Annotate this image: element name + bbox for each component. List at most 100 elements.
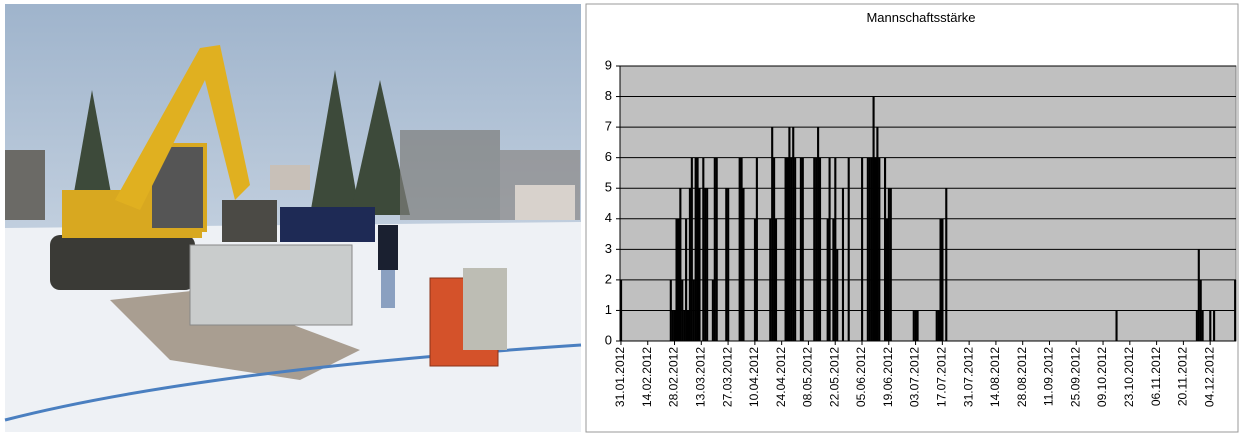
x-tick-label: 04.12.2012 [1202, 347, 1216, 407]
bar [1115, 310, 1117, 341]
bar [685, 219, 687, 341]
x-tick-label: 10.04.2012 [747, 347, 761, 407]
bar [874, 158, 876, 341]
bar [695, 158, 697, 341]
bar [702, 158, 704, 341]
x-tick-label: 25.09.2012 [1068, 347, 1082, 407]
x-tick-label: 20.11.2012 [1176, 347, 1190, 406]
bar [773, 158, 775, 341]
bar [876, 127, 878, 341]
x-tick-label: 14.02.2012 [640, 347, 654, 407]
bar [683, 310, 685, 341]
bar [693, 280, 695, 341]
bar [936, 310, 938, 341]
bar [727, 188, 729, 341]
y-tick-label: 6 [605, 149, 612, 164]
bar [714, 158, 716, 341]
x-tick-label: 17.07.2012 [935, 347, 949, 407]
page: Mannschaftsstärke 012345678931.01.201214… [0, 0, 1242, 434]
x-tick-label: 05.06.2012 [854, 347, 868, 407]
bar [842, 188, 844, 341]
bar [867, 158, 869, 341]
bar [917, 310, 919, 341]
bar [677, 219, 679, 341]
bar [741, 158, 743, 341]
bar [1209, 310, 1211, 341]
bar [938, 310, 940, 341]
bar [672, 310, 674, 341]
bar [788, 127, 790, 341]
bar [890, 188, 892, 341]
x-tick-label: 24.04.2012 [774, 347, 788, 407]
bar [915, 310, 917, 341]
bar [836, 249, 838, 341]
bar [716, 158, 718, 341]
x-tick-label: 06.11.2012 [1149, 347, 1163, 406]
bar [675, 219, 677, 341]
bar [712, 280, 714, 341]
bar [756, 158, 758, 341]
x-tick-label: 31.01.2012 [613, 347, 627, 407]
bar [815, 158, 817, 341]
bar [725, 188, 727, 341]
x-tick-label: 22.05.2012 [827, 347, 841, 407]
bar [1202, 310, 1204, 341]
bar [829, 158, 831, 341]
bar [869, 158, 871, 341]
bar [884, 158, 886, 341]
bar [670, 280, 672, 341]
bar [888, 188, 890, 341]
bar [698, 188, 700, 341]
bar [754, 219, 756, 341]
bar [697, 158, 699, 341]
bar [775, 219, 777, 341]
photo-cabinet [463, 268, 507, 350]
y-tick-label: 2 [605, 271, 612, 286]
screen: Mannschaftsstärke 012345678931.01.201214… [0, 0, 1242, 434]
bar [792, 127, 794, 341]
bar [945, 188, 947, 341]
photo-van [280, 207, 375, 242]
photo-person [381, 270, 395, 308]
photo [5, 4, 581, 432]
x-tick-label: 28.08.2012 [1015, 347, 1029, 407]
bar [873, 97, 875, 341]
bar [769, 219, 771, 341]
bar [861, 158, 863, 341]
bar [691, 158, 693, 341]
photo-house [270, 165, 310, 190]
bar [834, 158, 836, 341]
bar [786, 158, 788, 341]
bar [802, 158, 804, 341]
bar [1198, 249, 1200, 341]
bar [1200, 280, 1202, 341]
x-tick-label: 11.09.2012 [1042, 347, 1056, 406]
x-tick-label: 19.06.2012 [881, 347, 895, 407]
bar [704, 188, 706, 341]
bar [679, 188, 681, 341]
bar [848, 158, 850, 341]
x-tick-label: 09.10.2012 [1095, 347, 1109, 407]
y-tick-label: 7 [605, 119, 612, 134]
y-tick-label: 4 [605, 210, 612, 225]
bar [832, 219, 834, 341]
x-tick-label: 08.05.2012 [801, 347, 815, 407]
bar [819, 158, 821, 341]
bar [886, 219, 888, 341]
bar [681, 280, 683, 341]
bar [689, 188, 691, 341]
bar [813, 158, 815, 341]
x-tick-label: 03.07.2012 [908, 347, 922, 407]
photo-house [515, 185, 575, 220]
chart-title: Mannschaftsstärke [866, 10, 975, 25]
y-tick-label: 9 [605, 57, 612, 72]
x-tick-label: 14.08.2012 [988, 347, 1002, 407]
bar [827, 219, 829, 341]
bar [878, 158, 880, 341]
bar [687, 310, 689, 341]
y-tick-label: 5 [605, 180, 612, 195]
bar [941, 219, 943, 341]
bar [706, 188, 708, 341]
photo-person [378, 225, 398, 270]
bar [1196, 310, 1198, 341]
